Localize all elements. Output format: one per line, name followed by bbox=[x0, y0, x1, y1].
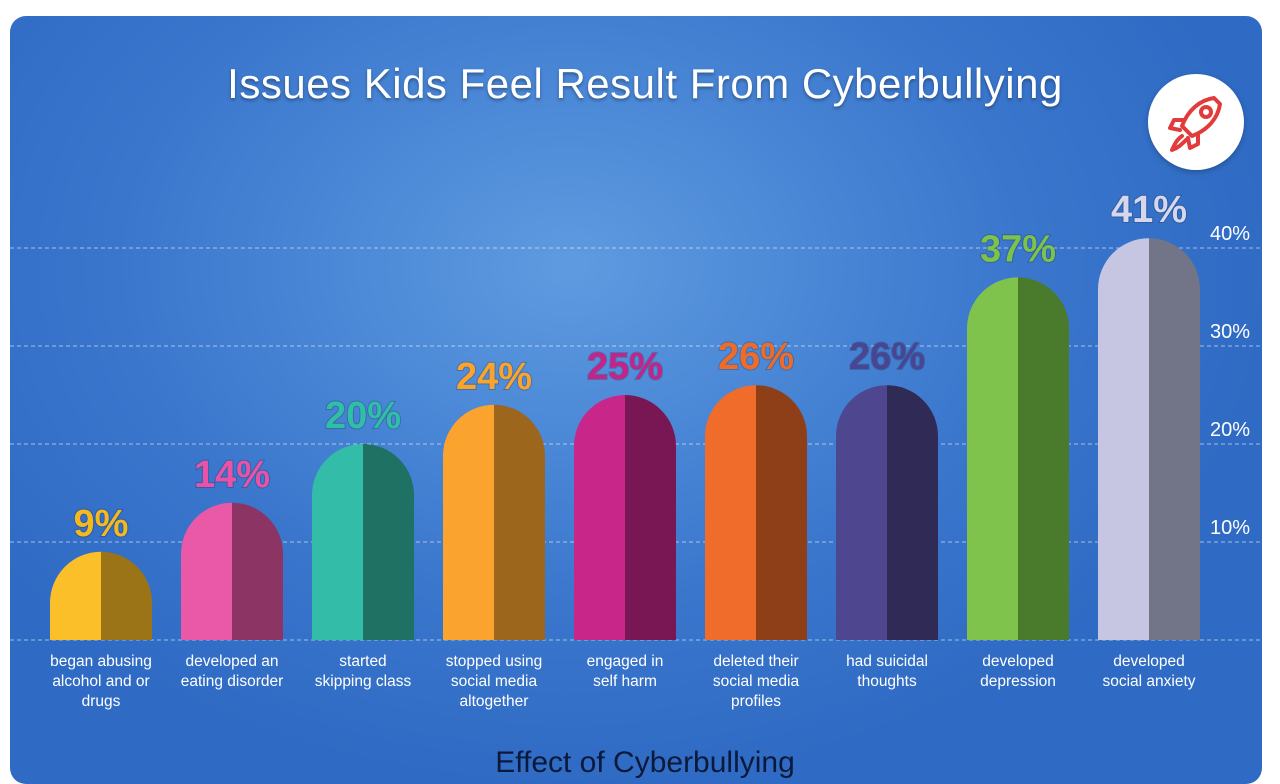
x-tick-label: developed an eating disorder bbox=[181, 653, 284, 690]
bar bbox=[443, 404, 494, 640]
bar bbox=[1098, 238, 1149, 640]
chart-card: 10% 20% 30% 40% 9% began abusing alcohol and o… bbox=[10, 16, 1262, 784]
x-tick-label-line: drugs bbox=[82, 693, 121, 710]
x-tick-label-line: depression bbox=[980, 673, 1056, 690]
data-label: 14% bbox=[194, 454, 270, 496]
bar-shade bbox=[494, 404, 545, 640]
data-label: 24% bbox=[456, 356, 532, 398]
x-tick-label-line: had suicidal bbox=[846, 653, 928, 670]
bar bbox=[50, 551, 101, 640]
data-label: 37% bbox=[980, 228, 1056, 270]
data-label: 20% bbox=[325, 395, 401, 437]
x-tick-label-line: began abusing bbox=[50, 653, 152, 670]
x-tick-label-line: thoughts bbox=[857, 673, 917, 690]
bar bbox=[181, 502, 232, 640]
x-tick-label: developed depression bbox=[980, 653, 1056, 690]
bar-shade bbox=[887, 385, 938, 640]
x-tick-label: stopped using social media altogether bbox=[446, 653, 543, 710]
x-tick-label-line: developed an bbox=[185, 653, 278, 670]
rocket-icon bbox=[1168, 96, 1222, 152]
bar-chart: 10% 20% 30% 40% 9% began abusing alcohol and o… bbox=[10, 188, 1262, 710]
x-tick-label-line: skipping class bbox=[315, 673, 412, 690]
x-tick-label: started skipping class bbox=[315, 653, 412, 690]
bar bbox=[836, 385, 887, 640]
y-tick-label: 40% bbox=[1210, 223, 1250, 245]
x-tick-label-line: social media bbox=[451, 673, 538, 690]
x-tick-label: had suicidal thoughts bbox=[846, 653, 928, 690]
x-tick-label-line: eating disorder bbox=[181, 673, 284, 690]
x-tick-label: developed social anxiety bbox=[1102, 653, 1195, 690]
y-tick-label: 30% bbox=[1210, 321, 1250, 343]
x-tick-label-line: engaged in bbox=[587, 653, 664, 670]
rocket-badge bbox=[1148, 74, 1244, 170]
bar-shade bbox=[1018, 277, 1069, 640]
data-label: 26% bbox=[849, 336, 925, 378]
data-label: 41% bbox=[1111, 189, 1187, 231]
x-tick-label: engaged in self harm bbox=[587, 653, 664, 690]
x-tick-label-line: developed bbox=[982, 653, 1054, 670]
bar-shade bbox=[363, 444, 414, 640]
bar bbox=[967, 277, 1018, 640]
x-tick-label-line: alcohol and or bbox=[52, 673, 149, 690]
bar bbox=[312, 444, 363, 640]
chart-title: Issues Kids Feel Result From Cyberbullyi… bbox=[227, 60, 1063, 107]
x-tick-label-line: self harm bbox=[593, 673, 657, 690]
x-tick-label: began abusing alcohol and or drugs bbox=[50, 653, 152, 710]
x-axis-title: Effect of Cyberbullying bbox=[495, 746, 795, 779]
bar-shade bbox=[232, 502, 283, 640]
bar-shade bbox=[101, 551, 152, 640]
y-tick-label: 20% bbox=[1210, 419, 1250, 441]
x-tick-label-line: deleted their bbox=[713, 653, 798, 670]
data-label: 25% bbox=[587, 346, 663, 388]
y-tick-label: 10% bbox=[1210, 517, 1250, 539]
data-label: 9% bbox=[74, 503, 129, 545]
bar-shade bbox=[1149, 238, 1200, 640]
data-label: 26% bbox=[718, 336, 794, 378]
x-tick-label-line: profiles bbox=[731, 693, 781, 710]
x-tick-label-line: social anxiety bbox=[1102, 673, 1195, 690]
x-tick-label-line: started bbox=[339, 653, 386, 670]
x-tick-label-line: stopped using bbox=[446, 653, 543, 670]
bar-shade bbox=[756, 385, 807, 640]
x-tick-label-line: altogether bbox=[460, 693, 529, 710]
x-tick-label-line: social media bbox=[713, 673, 800, 690]
bar bbox=[574, 395, 625, 640]
x-tick-label: deleted their social media profiles bbox=[713, 653, 800, 710]
bar-shade bbox=[625, 395, 676, 640]
bar bbox=[705, 385, 756, 640]
x-tick-label-line: developed bbox=[1113, 653, 1185, 670]
